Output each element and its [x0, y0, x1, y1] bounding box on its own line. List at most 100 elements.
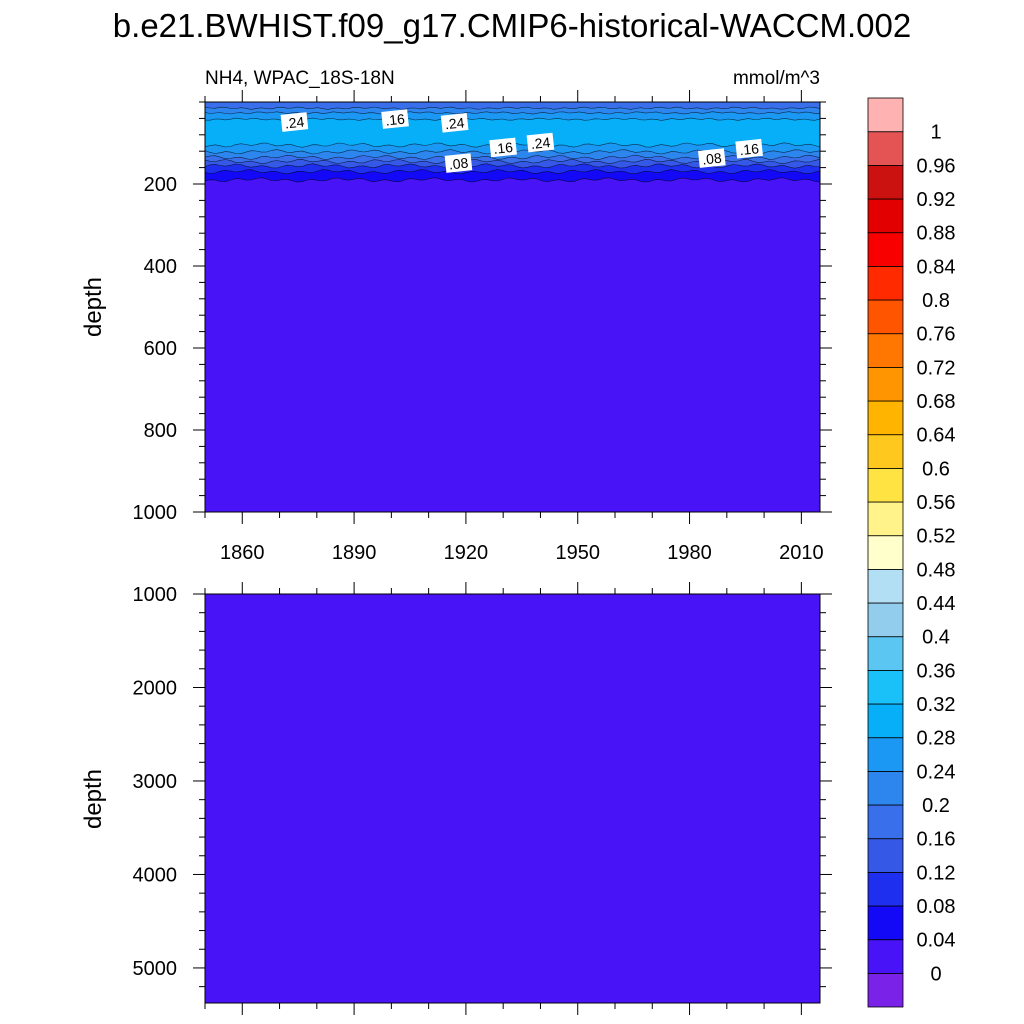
colorbar-swatch — [867, 737, 904, 772]
contour-label: .16 — [489, 137, 517, 158]
colorbar-swatch — [867, 602, 904, 638]
y-tick-label: 1000 — [133, 502, 178, 524]
panel-frame — [204, 593, 821, 1004]
figure-title: b.e21.BWHIST.f09_g17.CMIP6-historical-WA… — [113, 7, 911, 44]
colorbar-swatch — [867, 467, 904, 503]
colorbar-swatch — [867, 501, 904, 537]
colorbar-label: 0.36 — [917, 660, 956, 682]
colorbar-swatch — [867, 131, 904, 166]
colorbar-swatch — [867, 299, 904, 335]
y-tick-label: 4000 — [133, 864, 178, 886]
contour-label-text: .24 — [284, 114, 305, 132]
panel-frame — [204, 101, 821, 513]
contour-label: .24 — [440, 112, 469, 133]
variable-label: NH4, WPAC_18S-18N — [205, 68, 395, 89]
contour-label-text: .24 — [444, 114, 465, 132]
contour-label: .16 — [381, 109, 409, 129]
x-tick-label: 2010 — [779, 542, 824, 564]
colorbar-swatch — [867, 703, 904, 739]
colorbar-label: 0.32 — [917, 694, 956, 716]
colorbar-label: 0.4 — [922, 627, 950, 649]
colorbar-swatch — [867, 636, 904, 671]
colorbar-label: 0.04 — [917, 930, 956, 952]
colorbar-swatch — [867, 198, 904, 234]
colorbar-swatch — [867, 838, 904, 873]
colorbar-label: 0.44 — [917, 593, 956, 615]
lower-panel: 1000 2000 3000 4000 5000 depth — [80, 582, 832, 1015]
colorbar-swatch — [867, 265, 904, 301]
colorbar-swatch — [867, 164, 904, 200]
colorbar-swatch — [867, 535, 904, 570]
contour-label-bg — [444, 153, 473, 173]
colorbar-swatch — [867, 333, 904, 368]
colorbar-label: 0.48 — [917, 559, 956, 581]
contour-label: .24 — [526, 132, 555, 153]
colorbar-swatch — [867, 568, 904, 604]
y-tick-label: 5000 — [133, 958, 178, 980]
colorbar: 0 0.04 0.08 0.12 0.16 0.2 0.24 0.28 0.32 0.36 0.4 0… — [867, 97, 956, 1008]
contour-label-bg — [526, 132, 555, 153]
colorbar-swatch — [867, 905, 904, 941]
colorbar-swatch — [867, 939, 904, 974]
contour-label-text: .24 — [530, 134, 551, 152]
contour-label-text: .08 — [448, 155, 469, 173]
colorbar-swatch — [867, 972, 904, 1008]
x-tick-label: 1980 — [667, 542, 712, 564]
colorbar-label: 0.12 — [917, 862, 956, 884]
contour-label-bg — [440, 112, 469, 133]
colorbar-label: 0.96 — [917, 155, 956, 177]
contour-label-bg — [381, 109, 409, 129]
contour-label-bg — [735, 138, 763, 159]
contour-label-bg — [280, 112, 309, 132]
y-axis-label: depth — [80, 277, 107, 337]
colorbar-label: 0 — [930, 963, 941, 985]
upper-panel: .24 .16 .24 .08 .16 .24 .08 .16 200 400 600 800 1000… — [80, 90, 832, 564]
colorbar-label: 0.92 — [917, 189, 956, 211]
contour-label: .08 — [698, 148, 726, 168]
units-label: mmol/m^3 — [733, 68, 820, 89]
contour-label: .16 — [735, 138, 763, 159]
colorbar-label: 0.24 — [917, 761, 956, 783]
colorbar-label: 0.08 — [917, 896, 956, 918]
y-axis-label: depth — [80, 769, 107, 829]
colorbar-label: 0.88 — [917, 223, 956, 245]
y-tick-label: 200 — [144, 174, 177, 196]
x-tick-label: 1890 — [332, 542, 377, 564]
y-tick-label: 600 — [144, 338, 177, 360]
colorbar-label: 0.84 — [917, 256, 956, 278]
y-tick-label: 800 — [144, 420, 177, 442]
contour-label: .24 — [280, 112, 309, 132]
x-tick-label: 1920 — [444, 542, 489, 564]
x-tick-label: 1860 — [220, 542, 265, 564]
colorbar-label: 0.52 — [917, 526, 956, 548]
colorbar-swatch — [867, 400, 904, 436]
colorbar-label: 1 — [930, 122, 941, 144]
contour-label-text: .16 — [739, 140, 760, 158]
colorbar-label: 0.72 — [917, 357, 956, 379]
colorbar-swatch — [867, 366, 904, 402]
y-tick-label: 3000 — [133, 771, 178, 793]
colorbar-swatch — [867, 97, 904, 133]
contour-label-text: .08 — [701, 150, 722, 168]
colorbar-label: 0.16 — [917, 829, 956, 851]
contour-label: .08 — [444, 153, 473, 173]
y-tick-label: 1000 — [133, 584, 178, 606]
colorbar-swatch — [867, 232, 904, 267]
colorbar-swatch — [867, 804, 904, 840]
colorbar-label: 0.6 — [922, 458, 950, 480]
contour-label-text: .16 — [385, 111, 406, 129]
colorbar-label: 0.8 — [922, 290, 950, 312]
x-tick-label: 1950 — [555, 542, 600, 564]
colorbar-label: 0.28 — [917, 728, 956, 750]
panel-fill — [205, 594, 820, 1003]
colorbar-label: 0.56 — [917, 492, 956, 514]
contour-label-text: .16 — [493, 139, 514, 157]
y-tick-label: 2000 — [133, 677, 178, 699]
colorbar-label: 0.2 — [922, 795, 950, 817]
contour-label-bg — [489, 137, 517, 158]
colorbar-label: 0.76 — [917, 324, 956, 346]
colorbar-swatch — [867, 871, 904, 907]
contour-label-bg — [698, 148, 726, 168]
colorbar-label: 0.64 — [917, 425, 956, 447]
